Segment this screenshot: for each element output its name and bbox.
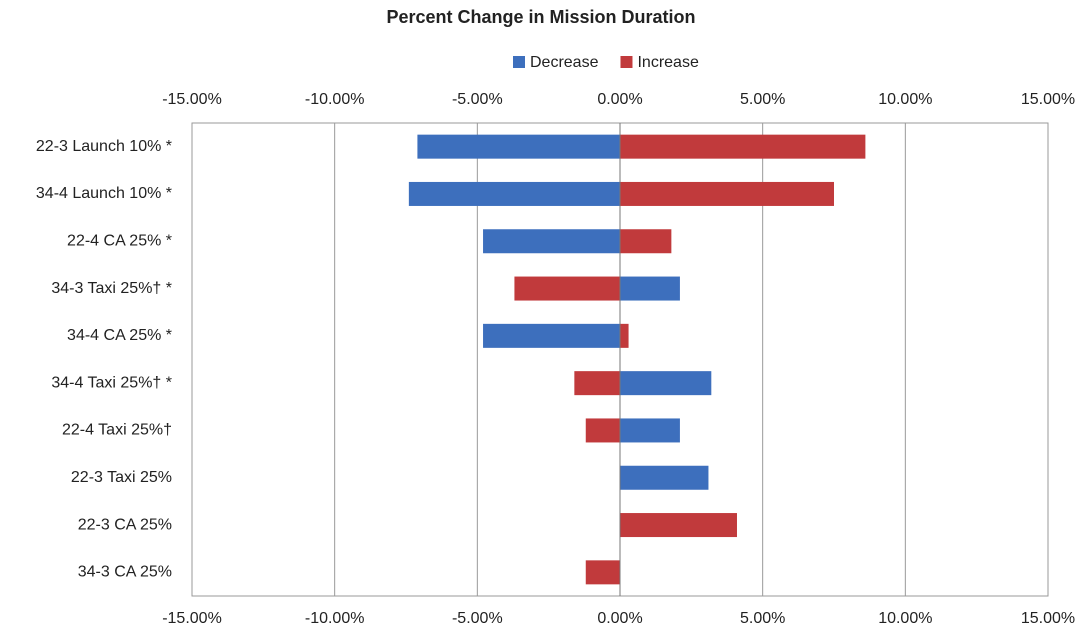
bar bbox=[620, 229, 672, 254]
bar bbox=[620, 513, 737, 538]
y-tick-label: 22-4 CA 25% * bbox=[67, 232, 172, 249]
bar bbox=[620, 181, 834, 206]
bar bbox=[483, 323, 620, 348]
y-tick-label: 22-3 Taxi 25% bbox=[71, 469, 172, 486]
x-tick-label-top: 10.00% bbox=[878, 91, 932, 108]
legend-label: Decrease bbox=[530, 54, 599, 71]
x-tick-label-top: -15.00% bbox=[162, 91, 222, 108]
bar bbox=[620, 418, 680, 443]
bar bbox=[620, 465, 709, 490]
x-tick-label-bottom: 0.00% bbox=[597, 610, 642, 627]
bar bbox=[585, 560, 620, 585]
bar bbox=[620, 371, 712, 396]
y-tick-label: 34-4 Taxi 25%† * bbox=[51, 374, 172, 391]
bar bbox=[620, 134, 866, 159]
x-tick-label-top: -10.00% bbox=[305, 91, 365, 108]
legend-label: Increase bbox=[637, 54, 698, 71]
bar bbox=[620, 276, 680, 301]
bar bbox=[620, 323, 629, 348]
x-tick-label-top: -5.00% bbox=[452, 91, 503, 108]
x-tick-label-top: 0.00% bbox=[597, 91, 642, 108]
y-tick-label: 34-4 CA 25% * bbox=[67, 327, 172, 344]
y-tick-label: 22-4 Taxi 25%† bbox=[62, 422, 172, 439]
bar bbox=[483, 229, 620, 254]
y-tick-label: 34-3 Taxi 25%† * bbox=[51, 280, 172, 297]
bar bbox=[585, 418, 620, 443]
bar bbox=[574, 371, 620, 396]
x-tick-label-bottom: 10.00% bbox=[878, 610, 932, 627]
legend-swatch bbox=[513, 56, 525, 68]
x-tick-label-bottom: -15.00% bbox=[162, 610, 222, 627]
x-tick-label-bottom: -10.00% bbox=[305, 610, 365, 627]
y-tick-label: 34-4 Launch 10% * bbox=[36, 185, 172, 202]
x-tick-label-top: 15.00% bbox=[1021, 91, 1075, 108]
x-tick-label-top: 5.00% bbox=[740, 91, 785, 108]
bar bbox=[417, 134, 620, 159]
x-tick-label-bottom: -5.00% bbox=[452, 610, 503, 627]
x-tick-label-bottom: 15.00% bbox=[1021, 610, 1075, 627]
y-tick-label: 22-3 Launch 10% * bbox=[36, 138, 172, 155]
chart-title: Percent Change in Mission Duration bbox=[386, 7, 695, 27]
y-tick-label: 22-3 CA 25% bbox=[78, 516, 172, 533]
y-tick-label: 34-3 CA 25% bbox=[78, 564, 172, 581]
bar bbox=[408, 181, 620, 206]
bar bbox=[514, 276, 620, 301]
legend-swatch bbox=[620, 56, 633, 68]
x-tick-label-bottom: 5.00% bbox=[740, 610, 785, 627]
